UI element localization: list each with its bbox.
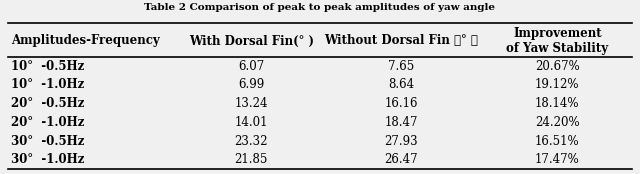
Text: 26.47: 26.47 <box>385 153 418 166</box>
Text: 6.99: 6.99 <box>238 78 264 92</box>
Text: 6.07: 6.07 <box>238 60 264 73</box>
Text: Improvement
of Yaw Stability: Improvement of Yaw Stability <box>506 27 609 55</box>
Text: 17.47%: 17.47% <box>535 153 580 166</box>
Text: Table 2 Comparison of peak to peak amplitudes of yaw angle: Table 2 Comparison of peak to peak ampli… <box>145 3 495 12</box>
Text: Without Dorsal Fin （° ）: Without Dorsal Fin （° ） <box>324 34 478 48</box>
Text: 10°  -1.0Hz: 10° -1.0Hz <box>11 78 84 92</box>
Text: 10°  -0.5Hz: 10° -0.5Hz <box>11 60 84 73</box>
Text: 13.24: 13.24 <box>234 97 268 110</box>
Text: 30°  -0.5Hz: 30° -0.5Hz <box>11 135 84 148</box>
Text: 16.16: 16.16 <box>385 97 418 110</box>
Text: 14.01: 14.01 <box>234 116 268 129</box>
Text: 21.85: 21.85 <box>235 153 268 166</box>
Text: 20°  -1.0Hz: 20° -1.0Hz <box>11 116 84 129</box>
Text: 27.93: 27.93 <box>385 135 418 148</box>
Text: 7.65: 7.65 <box>388 60 414 73</box>
Text: 19.12%: 19.12% <box>535 78 580 92</box>
Text: 20.67%: 20.67% <box>535 60 580 73</box>
Text: 18.47: 18.47 <box>385 116 418 129</box>
Text: 16.51%: 16.51% <box>535 135 580 148</box>
Text: 24.20%: 24.20% <box>535 116 580 129</box>
Text: 20°  -0.5Hz: 20° -0.5Hz <box>11 97 84 110</box>
Text: 23.32: 23.32 <box>234 135 268 148</box>
Text: With Dorsal Fin(° ): With Dorsal Fin(° ) <box>189 34 314 48</box>
Text: 30°  -1.0Hz: 30° -1.0Hz <box>11 153 84 166</box>
Text: Amplitudes-Frequency: Amplitudes-Frequency <box>11 34 160 48</box>
Text: 8.64: 8.64 <box>388 78 414 92</box>
Text: 18.14%: 18.14% <box>535 97 580 110</box>
